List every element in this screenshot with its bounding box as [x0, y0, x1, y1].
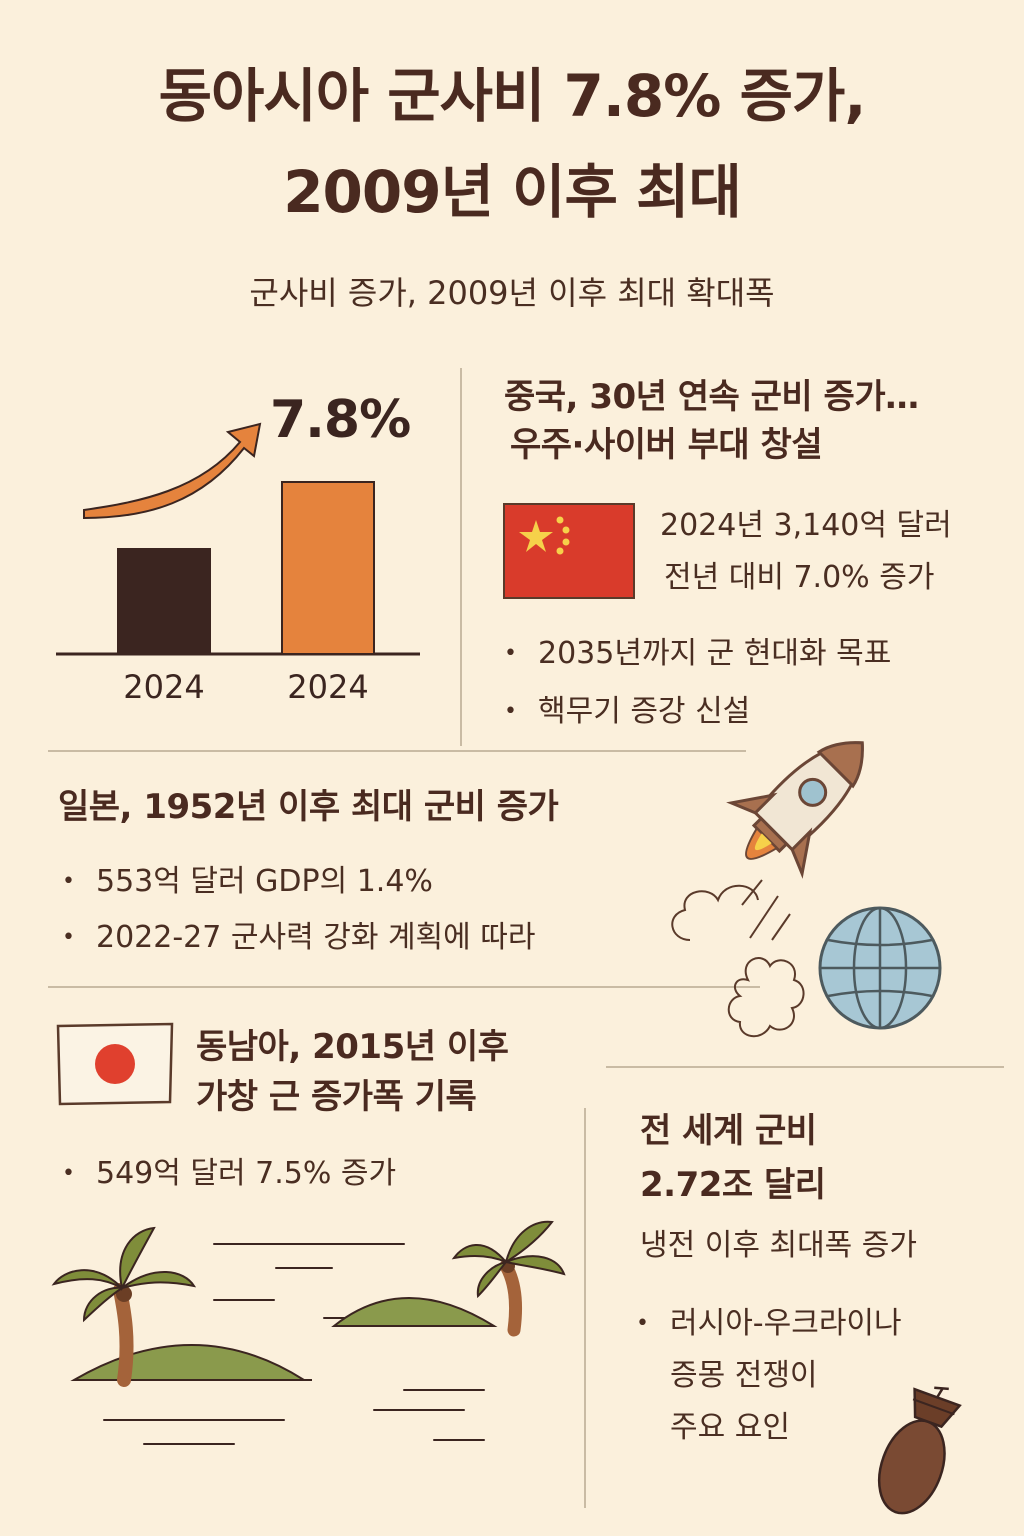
japan-heading: 일본, 1952년 이후 최대 군비 증가 — [58, 787, 559, 827]
bomb-icon — [877, 1386, 962, 1515]
cloud-puff-icon — [727, 957, 805, 1037]
chart-tick-label-1: 2024 — [123, 668, 204, 706]
sea-heading-line1: 동남아, 2015년 이후 — [196, 1027, 509, 1067]
japan-bullet-1: 553억 달러 GDP의 1.4% — [62, 862, 433, 901]
japan-flag-icon — [56, 1022, 174, 1106]
china-flag-icon — [503, 503, 635, 599]
sea-heading-line2: 가창 근 증가폭 기록 — [196, 1077, 477, 1117]
divider-vertical-top — [460, 368, 462, 746]
sea-bullet-1: 549억 달러 7.5% 증가 — [62, 1154, 396, 1193]
japan-bullet-2: 2022-27 군사력 강화 계획에 따라 — [62, 918, 536, 957]
world-subheading: 냉전 이후 최대폭 증가 — [640, 1228, 918, 1263]
globe-icon — [818, 906, 942, 1030]
divider-horizontal-1 — [48, 750, 746, 752]
china-heading-line1: 중국, 30년 연속 군비 증가… — [504, 377, 919, 417]
china-stat-amount: 2024년 3,140억 달러 — [660, 508, 952, 543]
chart-tick-label-2: 2024 — [287, 668, 368, 706]
palm-island-icon — [51, 1220, 566, 1445]
divider-horizontal-3 — [606, 1066, 1004, 1068]
china-stat-growth: 전년 대비 7.0% 증가 — [664, 560, 935, 595]
rocket-icon — [671, 741, 864, 941]
growth-bar-chart: 2024 2024 — [56, 422, 420, 706]
page-title-line2: 2009년 이후 최대 — [283, 158, 742, 226]
chart-bar-2 — [281, 481, 375, 655]
china-bullet-1: 2035년까지 군 현대화 목표 — [504, 634, 891, 673]
divider-horizontal-2 — [48, 986, 760, 988]
china-heading-line2: 우주·사이버 부대 창설 — [510, 425, 823, 465]
divider-vertical-bottom — [584, 1108, 586, 1508]
chart-bar-1 — [117, 548, 211, 655]
world-heading-line1: 전 세계 군비 — [640, 1111, 817, 1151]
world-heading-line2: 2.72조 달리 — [640, 1165, 826, 1205]
growth-percent-label: 7.8% — [270, 390, 411, 450]
world-bullet-line2: 증몽 전쟁이 — [670, 1358, 818, 1393]
world-bullet-line3: 주요 요인 — [670, 1410, 790, 1445]
arrow-up-icon — [83, 422, 262, 520]
world-bullet-line1: 러시아-우크라이나 — [636, 1304, 902, 1343]
page-subtitle: 군사비 증가, 2009년 이후 최대 확대폭 — [249, 274, 775, 312]
page-title-line1: 동아시아 군사비 7.8% 증가, — [158, 62, 867, 130]
china-bullet-2: 핵무기 증강 신설 — [504, 692, 750, 731]
